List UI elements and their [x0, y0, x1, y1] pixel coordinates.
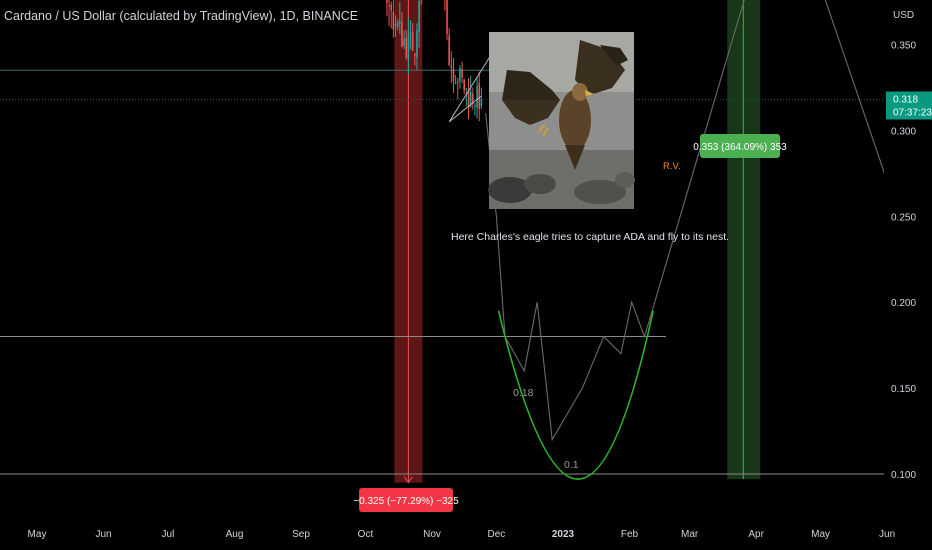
candle-body: [459, 68, 461, 82]
level-label-lower: 0.1: [564, 459, 579, 471]
candle-body: [414, 53, 416, 56]
x-tick-label: 2023: [552, 529, 575, 540]
x-tick-label: Dec: [488, 529, 506, 540]
y-tick-label: 0.350: [891, 41, 916, 52]
eagle-caption: Here Charles's eagle tries to capture AD…: [451, 231, 729, 243]
candle-body: [452, 68, 455, 82]
last-price-badge: [886, 91, 932, 120]
x-tick-label: Oct: [358, 529, 374, 540]
x-tick-label: May: [28, 529, 47, 540]
candle-body: [396, 22, 399, 27]
candle-body: [394, 24, 397, 27]
candle-body: [416, 30, 418, 58]
candle-body: [446, 0, 448, 35]
candle-body: [474, 105, 476, 107]
candle-body: [399, 21, 401, 24]
x-tick-label: Jun: [879, 529, 895, 540]
x-tick-label: May: [811, 529, 830, 540]
last-price-value: 0.318: [893, 94, 918, 105]
x-tick-label: Sep: [292, 529, 310, 540]
x-tick-label: Nov: [423, 529, 441, 540]
y-tick-label: 0.300: [891, 126, 916, 137]
x-tick-label: Apr: [748, 529, 764, 540]
y-tick-label: 0.200: [891, 298, 916, 309]
candle-body: [456, 81, 459, 83]
x-tick-label: Mar: [681, 529, 699, 540]
resistance-label: R.V.: [663, 161, 681, 172]
x-tick-label: Jun: [95, 529, 111, 540]
candle-body: [403, 38, 405, 45]
y-tick-label: 0.250: [891, 212, 916, 223]
eagle-photo: [488, 32, 635, 209]
rise-badge-bg: [700, 134, 780, 158]
x-tick-label: Jul: [162, 529, 175, 540]
currency-label: USD: [893, 10, 914, 21]
candle-body: [407, 34, 410, 61]
chart-title: Cardano / US Dollar (calculated by Tradi…: [4, 9, 359, 23]
candle-body: [469, 91, 472, 107]
rise-badge[interactable]: 0.353 (364.09%) 353: [693, 134, 787, 158]
drop-badge-bg: [359, 488, 453, 512]
candle-body: [401, 21, 403, 48]
candle-body: [461, 69, 463, 78]
x-tick-label: Aug: [226, 529, 244, 540]
candle-body: [390, 4, 393, 11]
drop-arrow-head: [403, 476, 413, 484]
y-tick-label: 0.100: [891, 470, 916, 481]
candle-body: [386, 0, 388, 3]
candle-body: [411, 31, 414, 52]
y-tick-label: 0.150: [891, 384, 916, 395]
candle-body: [409, 33, 412, 35]
candle-body: [454, 82, 457, 84]
drop-badge[interactable]: −0.325 (−77.29%) −325: [353, 488, 459, 512]
candle-body: [388, 4, 390, 7]
drop-badge-text: −0.325 (−77.29%) −325: [353, 496, 459, 507]
candle-body: [480, 99, 483, 107]
level-label-upper: 0.18: [513, 387, 534, 399]
candle-body: [450, 65, 453, 69]
rise-badge-text: 0.353 (364.09%) 353: [693, 142, 787, 153]
candle-body: [405, 38, 408, 58]
time-scale[interactable]: [0, 522, 932, 550]
x-tick-label: Feb: [621, 529, 639, 540]
candle-body: [465, 88, 468, 90]
candle-body: [478, 83, 481, 109]
bar-countdown: 07:37:23: [893, 107, 932, 118]
candle-body: [463, 79, 466, 91]
cup-curve[interactable]: [497, 310, 654, 480]
price-scale[interactable]: [884, 0, 932, 550]
candle-body: [467, 90, 470, 108]
wedge-line[interactable]: [448, 95, 482, 123]
candle-body: [448, 35, 450, 66]
candle-body: [476, 85, 478, 108]
candle-body: [471, 93, 474, 105]
candle-body: [392, 11, 395, 30]
candle-body: [418, 1, 420, 33]
wedge-line[interactable]: [448, 52, 493, 123]
